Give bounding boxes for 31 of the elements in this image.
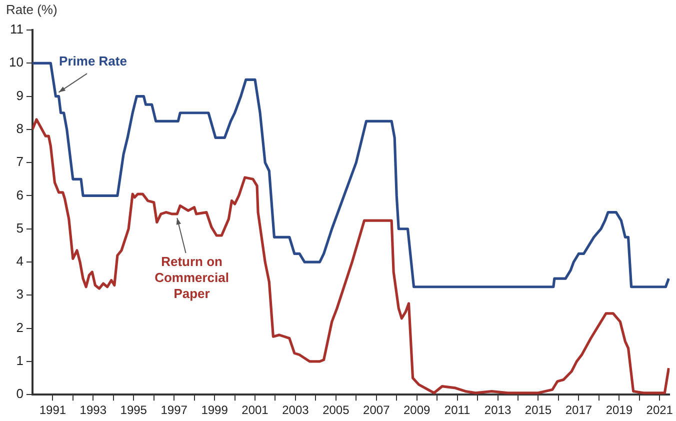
y-axis-title: Rate (%) [6, 2, 58, 18]
x-tick-label: 2019 [606, 403, 633, 418]
x-tick-label: 2021 [646, 403, 674, 418]
x-tick-label: 2005 [322, 403, 350, 418]
x-tick-label: 1993 [80, 403, 107, 418]
y-tick-label: 9 [16, 88, 24, 103]
x-tick-label: 2001 [242, 403, 269, 418]
y-tick-label: 1 [16, 353, 24, 368]
x-tick-label: 2009 [403, 403, 431, 418]
series-label: Return on Commercial Paper [154, 254, 229, 302]
x-tick-label: 2013 [484, 403, 512, 418]
x-tick-label: 1997 [160, 403, 188, 418]
y-tick-label: 7 [16, 154, 24, 170]
x-tick-label: 2011 [444, 403, 471, 418]
y-tick-label: 3 [16, 286, 24, 302]
x-tick-label: 2007 [363, 403, 390, 418]
series-label: Prime Rate [59, 54, 127, 69]
y-tick-label: 8 [16, 121, 24, 136]
x-tick-label: 2015 [524, 403, 552, 418]
x-tick-label: 2003 [282, 403, 310, 418]
y-tick-label: 2 [16, 320, 24, 335]
y-tick-label: 4 [16, 254, 24, 269]
y-tick-label: 6 [16, 187, 24, 202]
y-tick-label: 5 [16, 220, 24, 236]
x-tick-label: 1995 [120, 403, 148, 418]
x-tick-label: 1999 [201, 403, 228, 418]
y-tick-label: 10 [8, 54, 24, 70]
x-tick-label: 2017 [565, 403, 592, 418]
y-tick-label: 11 [10, 22, 24, 37]
y-tick-label: 0 [16, 386, 24, 402]
x-tick-label: 1991 [39, 403, 66, 418]
